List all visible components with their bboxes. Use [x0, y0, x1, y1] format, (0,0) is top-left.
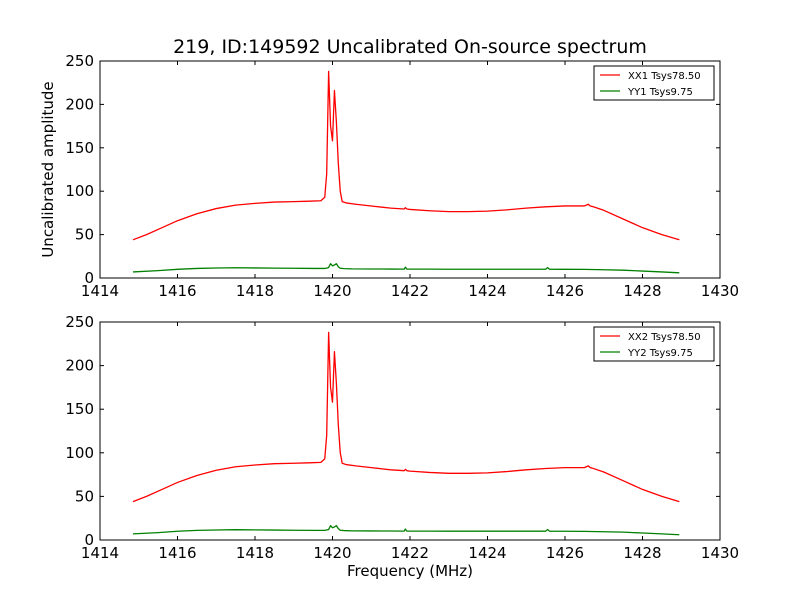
y-tick-label: 0: [84, 269, 94, 287]
legend: XX2 Tsys78.50 YY2 Tsys9.75: [593, 326, 715, 362]
x-tick-label: 1422: [391, 544, 429, 562]
x-tick-label: 1430: [701, 282, 739, 300]
x-tick-label: 1418: [236, 544, 274, 562]
x-tick-label: 1424: [468, 282, 506, 300]
y-tick-label: 0: [84, 531, 94, 549]
x-tick-label: 1422: [391, 282, 429, 300]
x-tick-label: 1420: [313, 282, 351, 300]
y-tick-label: 200: [65, 95, 94, 113]
series-line-yy2: [132, 524, 680, 536]
legend-box: [593, 65, 715, 101]
y-tick-label: 150: [65, 400, 94, 418]
y-tick-label: 100: [65, 182, 94, 200]
x-tick-label: 1418: [236, 282, 274, 300]
y-tick-label: 100: [65, 444, 94, 462]
x-tick-label: 1414: [81, 544, 119, 562]
legend-label: XX1 Tsys78.50: [628, 71, 701, 82]
legend-box: [593, 326, 715, 362]
y-tick-label: 250: [65, 313, 94, 331]
x-tick-label: 1430: [701, 544, 739, 562]
legend-label: YY2 Tsys9.75: [627, 348, 693, 359]
x-tick-label: 1420: [313, 544, 351, 562]
y-tick-label: 50: [75, 487, 94, 505]
x-tick-label: 1428: [623, 282, 661, 300]
legend-label: XX2 Tsys78.50: [628, 332, 701, 343]
y-tick-label: 200: [65, 357, 94, 375]
plot-panel-2: 1414 1416 1418 1420 1422 1424 1426 1428 1430 0 50 1…: [65, 313, 739, 580]
y-tick-label: 50: [75, 226, 94, 244]
y-axis-label: Uncalibrated amplitude: [39, 81, 57, 257]
y-tick-label: 250: [65, 52, 94, 70]
x-tick-label: 1426: [546, 282, 584, 300]
x-tick-label: 1414: [81, 282, 119, 300]
x-tick-label: 1428: [623, 544, 661, 562]
x-tick-label: 1416: [158, 544, 196, 562]
legend: XX1 Tsys78.50 YY1 Tsys9.75: [593, 65, 715, 101]
x-tick-label: 1424: [468, 544, 506, 562]
series-line-xx2: [132, 331, 680, 503]
series-line-xx1: [132, 70, 680, 241]
x-tick-label: 1426: [546, 544, 584, 562]
plot-panels: 1414 1416 1418 1420 1422 1424 1426 1428 1430 0 50 1…: [39, 52, 739, 580]
figure-title: 219, ID:149592 Uncalibrated On-source sp…: [173, 36, 647, 58]
series-line-yy1: [132, 263, 680, 274]
plot-panel-1: 1414 1416 1418 1420 1422 1424 1426 1428 1430 0 50 1…: [39, 52, 739, 300]
x-tick-label: 1416: [158, 282, 196, 300]
x-axis-label: Frequency (MHz): [347, 562, 473, 580]
legend-label: YY1 Tsys9.75: [627, 87, 693, 98]
y-tick-label: 150: [65, 139, 94, 157]
